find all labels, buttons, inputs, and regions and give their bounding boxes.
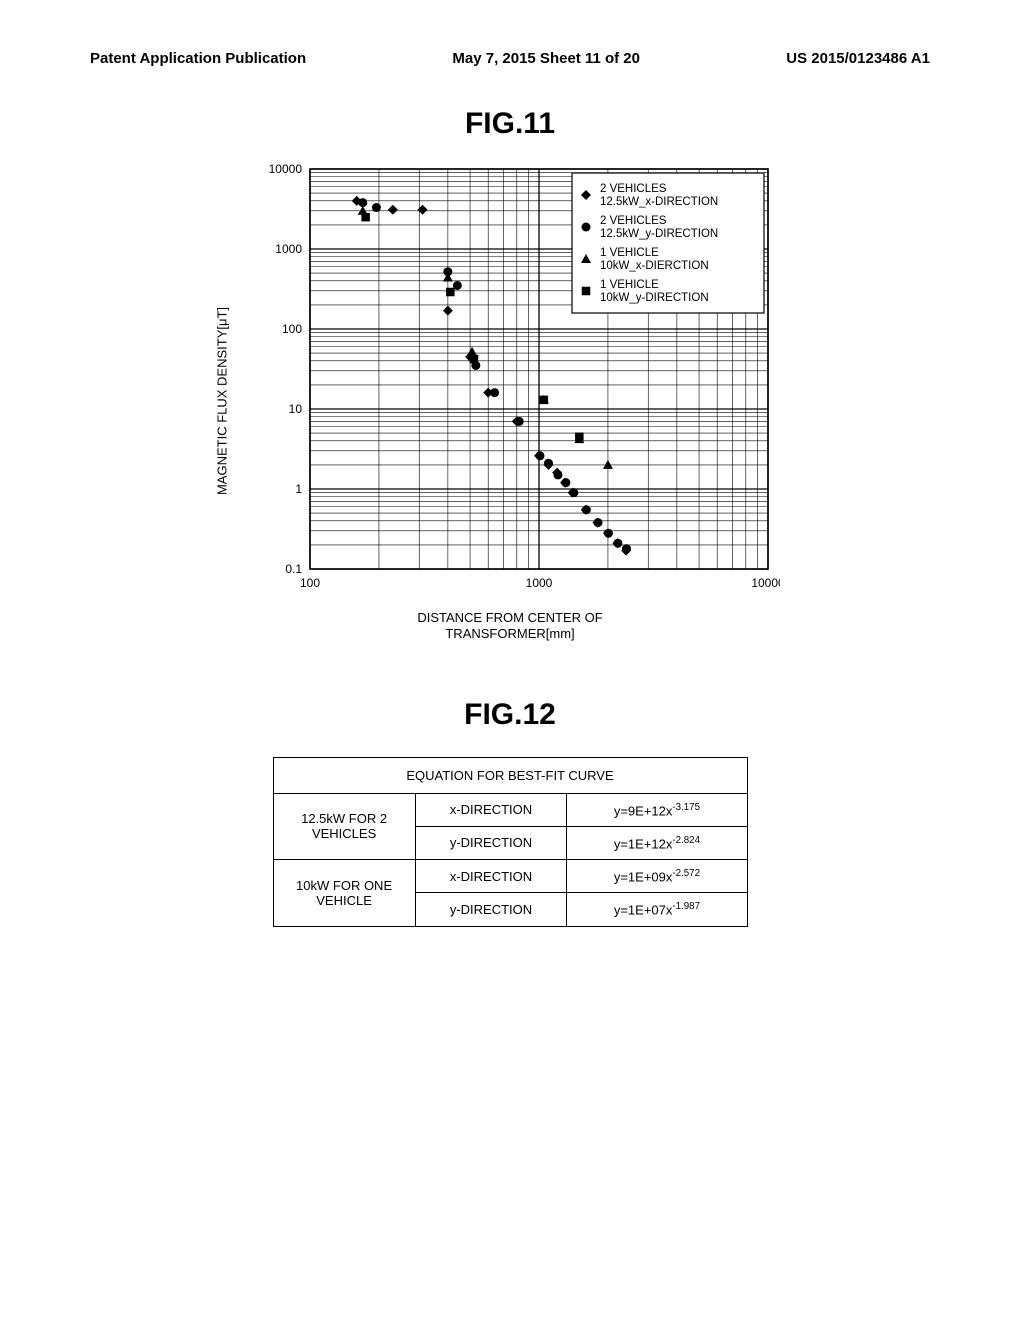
svg-text:100: 100 — [300, 576, 320, 590]
svg-text:2 VEHICLES: 2 VEHICLES — [600, 183, 667, 195]
svg-text:10kW_y-DIRECTION: 10kW_y-DIRECTION — [600, 292, 709, 304]
dir-cell: x-DIRECTION — [415, 793, 567, 826]
header-center: May 7, 2015 Sheet 11 of 20 — [452, 50, 640, 67]
y-axis-label: MAGNETIC FLUX DENSITY[μT] — [215, 307, 230, 495]
table-row: 12.5kW FOR 2 VEHICLES x-DIRECTION y=9E+1… — [273, 793, 747, 826]
svg-text:1: 1 — [295, 482, 302, 496]
eq-cell: y=1E+07x-1.987 — [567, 893, 747, 926]
svg-text:1000: 1000 — [526, 576, 553, 590]
svg-text:1 VEHICLE: 1 VEHICLE — [600, 247, 659, 259]
svg-text:10: 10 — [289, 402, 303, 416]
fig12-table: EQUATION FOR BEST-FIT CURVE 12.5kW FOR 2… — [273, 757, 748, 927]
x-axis-label: DISTANCE FROM CENTER OFTRANSFORMER[mm] — [240, 610, 780, 643]
svg-text:1 VEHICLE: 1 VEHICLE — [600, 279, 659, 291]
group-cell: 12.5kW FOR 2 VEHICLES — [273, 793, 415, 860]
scatter-chart-svg: 0.1 1 10 100 1000 10000 100 1000 10000 2 VEHICLES… — [240, 159, 780, 604]
dir-cell: y-DIRECTION — [415, 826, 567, 859]
dir-cell: x-DIRECTION — [415, 860, 567, 893]
table-row: 10kW FOR ONE VEHICLE x-DIRECTION y=1E+09… — [273, 860, 747, 893]
eq-cell: y=1E+09x-2.572 — [567, 860, 747, 893]
group-cell: 10kW FOR ONE VEHICLE — [273, 860, 415, 927]
fig12-title: FIG.12 — [0, 698, 1020, 732]
table-header: EQUATION FOR BEST-FIT CURVE — [273, 757, 747, 793]
svg-text:2 VEHICLES: 2 VEHICLES — [600, 215, 667, 227]
svg-text:0.1: 0.1 — [285, 562, 302, 576]
svg-text:10000: 10000 — [269, 162, 303, 176]
fig11-chart: MAGNETIC FLUX DENSITY[μT] 0.111010010001… — [240, 159, 780, 643]
header-right: US 2015/0123486 A1 — [786, 50, 930, 67]
eq-cell: y=1E+12x-2.824 — [567, 826, 747, 859]
dir-cell: y-DIRECTION — [415, 893, 567, 926]
eq-cell: y=9E+12x-3.175 — [567, 793, 747, 826]
svg-text:1000: 1000 — [275, 242, 302, 256]
svg-text:12.5kW_y-DIRECTION: 12.5kW_y-DIRECTION — [600, 228, 718, 240]
equation-table: EQUATION FOR BEST-FIT CURVE 12.5kW FOR 2… — [273, 757, 748, 927]
svg-text:12.5kW_x-DIRECTION: 12.5kW_x-DIRECTION — [600, 196, 718, 208]
page-header: Patent Application Publication May 7, 20… — [0, 0, 1020, 67]
fig11-title: FIG.11 — [0, 107, 1020, 141]
svg-text:10000: 10000 — [751, 576, 780, 590]
svg-text:10kW_x-DIERCTION: 10kW_x-DIERCTION — [600, 260, 709, 272]
svg-text:100: 100 — [282, 322, 302, 336]
header-left: Patent Application Publication — [90, 50, 306, 67]
